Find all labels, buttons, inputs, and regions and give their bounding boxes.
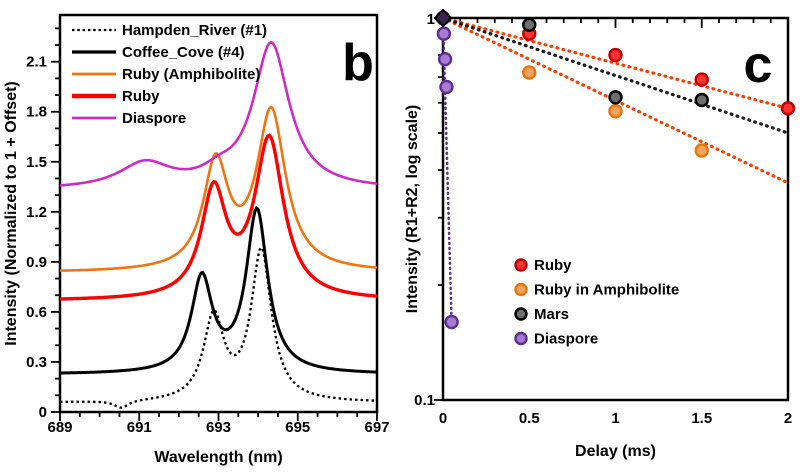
legend-label-coffee-cove-4: Coffee_Cove (#4)	[122, 44, 245, 61]
x-tick-label: 689	[47, 419, 72, 436]
data-point-diaspore-4	[444, 314, 459, 330]
legend-marker-ruby-in-amphibolite	[514, 282, 528, 297]
y-tick-label: 1	[427, 11, 435, 28]
panel-letter-c: c	[744, 36, 773, 94]
x-tick-label: 697	[364, 419, 389, 436]
x-tick-label: 1.5	[691, 410, 712, 427]
spectrum-curve-hampden-river-1	[60, 245, 377, 409]
legend-marker-ruby	[514, 258, 528, 272]
legend-label-ruby-in-amphibolite: Ruby in Amphibolite	[534, 282, 679, 299]
y-tick-label: 0.1	[414, 392, 435, 409]
data-point-ruby-in-amphibolite-2	[608, 104, 623, 119]
x-tick-label: 695	[285, 419, 310, 436]
legend-b: Hampden_River (#1) Coffee_Cove (#4) Ruby (…	[72, 22, 267, 127]
legend-marker-diaspore	[514, 331, 528, 346]
y-tick-label: 2.1	[26, 54, 47, 71]
data-point-diaspore-2	[437, 52, 453, 67]
data-point-ruby-3	[694, 72, 709, 87]
x-tick-label: 0.5	[519, 410, 540, 427]
data-point-diaspore-1	[436, 26, 452, 41]
y-tick-label: 1.5	[26, 154, 47, 171]
spectrum-curve-coffee-cove-4	[60, 205, 377, 375]
y-tick-label: 0.3	[26, 354, 47, 371]
legend-label-ruby-amphibolite: Ruby (Amphibolite)	[122, 66, 260, 83]
fit-line-mars	[441, 16, 790, 135]
y-tick-label: 1.2	[26, 204, 47, 221]
y-tick-label: 0	[39, 404, 47, 421]
data-point-mars-3	[694, 92, 709, 108]
x-tick-label: 691	[127, 419, 152, 436]
y-axis-title: Intensity (R1+R2, log scale)	[404, 105, 421, 314]
origin-overlap-diamond-marker	[433, 8, 453, 28]
data-point-mars-2	[608, 90, 623, 105]
legend-label-ruby: Ruby	[122, 88, 160, 105]
fit-line-ruby	[441, 16, 790, 110]
fit-line-diaspore	[441, 16, 453, 324]
panel-letter-b: b	[342, 34, 374, 92]
panel-c-decay-chart: 0 0.5 1 1.5 2 1 0.1 Delay (ms) Intensity (R1+R2,…	[404, 8, 796, 460]
legend-label-mars: Mars	[534, 306, 569, 323]
legend-label-ruby: Ruby	[534, 257, 572, 274]
data-point-diaspore-3	[439, 79, 454, 95]
x-tick-label: 0	[439, 410, 447, 427]
data-point-ruby-in-amphibolite-3	[694, 143, 709, 158]
data-point-ruby-4	[780, 101, 796, 116]
y-tick-label: 0.6	[26, 304, 47, 321]
data-point-mars-1	[522, 17, 537, 32]
data-point-ruby-in-amphibolite-1	[522, 65, 537, 80]
data-point-ruby-2	[608, 47, 623, 63]
spectrum-curve-ruby	[60, 133, 377, 301]
legend-label-hampden-river-1: Hampden_River (#1)	[122, 22, 267, 39]
panel-b-spectra-chart: 689 691 693 695 697 0 0.3 0.6 0.9 1.2 1.5 1.8 2.1 Wav…	[3, 13, 390, 466]
y-axis-title: Intensity (Normalized to 1 + Offset)	[3, 81, 20, 345]
legend-marker-mars	[514, 307, 528, 321]
legend-label-diaspore: Diaspore	[534, 331, 598, 348]
y-tick-label: 0.9	[26, 254, 47, 271]
x-axis-title: Wavelength (nm)	[154, 449, 282, 466]
x-tick-label: 1	[611, 410, 619, 427]
y-tick-label: 1.8	[26, 104, 47, 121]
legend-c: Ruby Ruby in Amphibolite Mars Diaspore	[514, 257, 679, 348]
x-tick-label: 693	[206, 419, 231, 436]
x-tick-label: 2	[784, 410, 792, 427]
legend-label-diaspore: Diaspore	[122, 110, 186, 127]
x-axis-title: Delay (ms)	[575, 443, 656, 460]
spectrum-curve-diaspore	[60, 40, 377, 187]
